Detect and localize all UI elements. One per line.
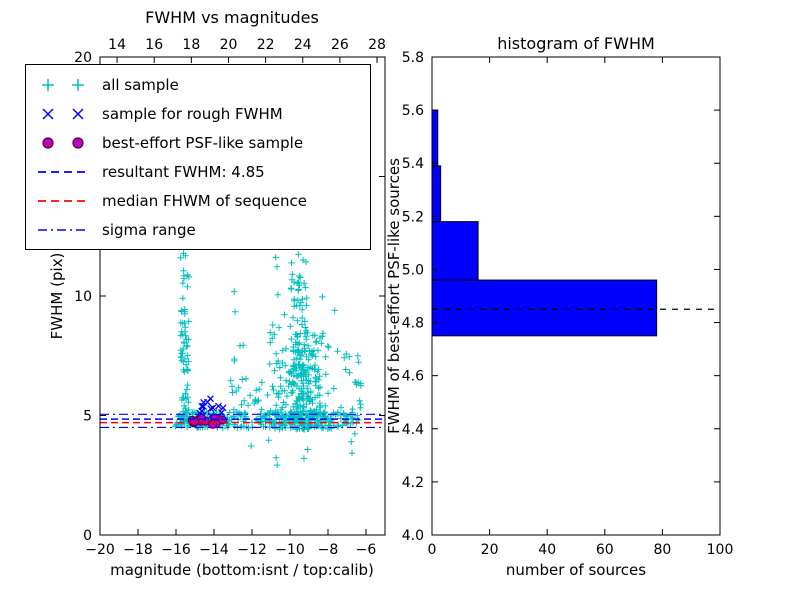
tick-label: 4.6 <box>402 369 424 385</box>
all-sample-plus-marker-icon <box>42 78 84 91</box>
legend-label: best-effort PSF-like sample <box>102 133 304 152</box>
right-axes-frame <box>431 56 721 536</box>
tick-label: 26 <box>331 37 349 53</box>
tick-label: −20 <box>85 542 115 558</box>
tick-label: 5.8 <box>402 50 424 66</box>
legend-item: all sample <box>26 70 370 99</box>
tick-label: 5.4 <box>402 156 424 172</box>
scatter-ylabel: FWHM (pix) <box>48 252 66 340</box>
tick-label: −10 <box>275 542 305 558</box>
tick-label: 40 <box>538 542 556 558</box>
legend-label: all sample <box>102 75 179 94</box>
legend-item: sigma range <box>26 215 370 244</box>
legend-label: sample for rough FWHM <box>102 104 283 123</box>
histogram-xlabel: number of sources <box>505 561 647 579</box>
legend-item: resultant FWHM: 4.85 <box>26 157 370 186</box>
scatter-series-layer <box>172 224 365 469</box>
median-fwhm-dashed-line-icon <box>38 199 88 202</box>
histogram-title: histogram of FWHM <box>497 34 655 53</box>
tick-label: −16 <box>161 542 191 558</box>
tick-label: 20 <box>481 542 499 558</box>
legend-label: resultant FWHM: 4.85 <box>102 162 265 181</box>
tick-label: 4.4 <box>402 422 424 438</box>
tick-label: 20 <box>74 50 92 66</box>
tick-label: 4.8 <box>402 316 424 332</box>
tick-label: 100 <box>707 542 734 558</box>
tick-label: 4.0 <box>402 528 424 544</box>
tick-label: −6 <box>356 542 377 558</box>
reference-lines-layer <box>100 413 385 429</box>
tick-label: 5.0 <box>402 262 424 278</box>
tick-label: −12 <box>237 542 267 558</box>
psf-sample-circle-marker-icon <box>42 136 84 149</box>
tick-label: 16 <box>145 37 163 53</box>
tick-label: 28 <box>368 37 386 53</box>
legend-item: sample for rough FWHM <box>26 99 370 128</box>
tick-label: −8 <box>318 542 339 558</box>
legend-label: median FHWM of sequence <box>102 191 307 210</box>
tick-label: 5.2 <box>402 209 424 225</box>
resultant-fwhm-dashed-line-icon <box>38 170 88 173</box>
tick-label: 14 <box>108 37 126 53</box>
tick-label: 5.6 <box>402 103 424 119</box>
legend-label: sigma range <box>102 220 196 239</box>
tick-label: 5 <box>83 409 92 425</box>
tick-label: 22 <box>257 37 275 53</box>
tick-label: −14 <box>199 542 229 558</box>
axis-ticks: −20 −18 −16 −14 −12 −10 −8 −6 14 16 18 20 22 24 26 28 0 5… <box>74 37 733 558</box>
legend-item: median FHWM of sequence <box>26 186 370 215</box>
tick-label: 4.2 <box>402 475 424 491</box>
tick-label: 18 <box>182 37 200 53</box>
tick-label: 80 <box>653 542 671 558</box>
legend: all sample sample for rough FWHM best-ef… <box>25 64 371 250</box>
scatter-xlabel: magnitude (bottom:isnt / top:calib) <box>110 561 374 579</box>
scatter-title: FWHM vs magnitudes <box>145 8 319 27</box>
tick-label: 0 <box>428 542 437 558</box>
tick-label: 60 <box>596 542 614 558</box>
tick-label: 24 <box>294 37 312 53</box>
histogram-ylabel: FWHM of best-effort PSF-like sources <box>385 158 403 434</box>
sigma-range-dashdot-line-icon <box>38 228 88 231</box>
histogram-bars <box>432 109 720 337</box>
tick-label: 0 <box>83 528 92 544</box>
tick-label: 20 <box>220 37 238 53</box>
tick-label: 10 <box>74 289 92 305</box>
rough-fwhm-x-marker-icon <box>42 107 84 120</box>
tick-label: −18 <box>123 542 153 558</box>
legend-item: best-effort PSF-like sample <box>26 128 370 157</box>
